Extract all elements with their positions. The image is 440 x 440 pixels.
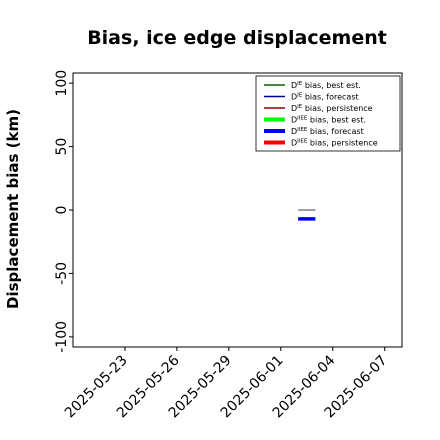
legend-entry: DIIEE bias, forecast	[291, 127, 364, 136]
legend-entry: DIE bias, best est.	[291, 81, 361, 90]
y-tick-label: -50	[54, 262, 70, 285]
chart-title: Bias, ice edge displacement	[87, 27, 387, 49]
x-axis: 2025-05-232025-05-262025-05-292025-06-01…	[62, 347, 391, 421]
y-tick-label: -100	[54, 321, 70, 353]
legend-box	[255, 75, 401, 152]
legend-entry: DIE bias, persistence	[291, 104, 373, 113]
legend-entry: DIIEE bias, best est.	[291, 116, 366, 125]
y-tick-label: 100	[54, 70, 70, 97]
legend-entry: DIIEE bias, persistence	[291, 139, 378, 148]
y-tick-label: 0	[54, 206, 70, 215]
data-marks	[298, 209, 316, 221]
legend-entry: DIE bias, forecast	[291, 93, 359, 102]
legend: DIE bias, best est. DIE bias, forecast DIE…	[255, 75, 401, 152]
y-axis-label: Displacement bias (km)	[4, 109, 22, 309]
y-axis: -100 -50 0 50 100	[54, 70, 73, 353]
y-tick-label: 50	[54, 138, 70, 156]
